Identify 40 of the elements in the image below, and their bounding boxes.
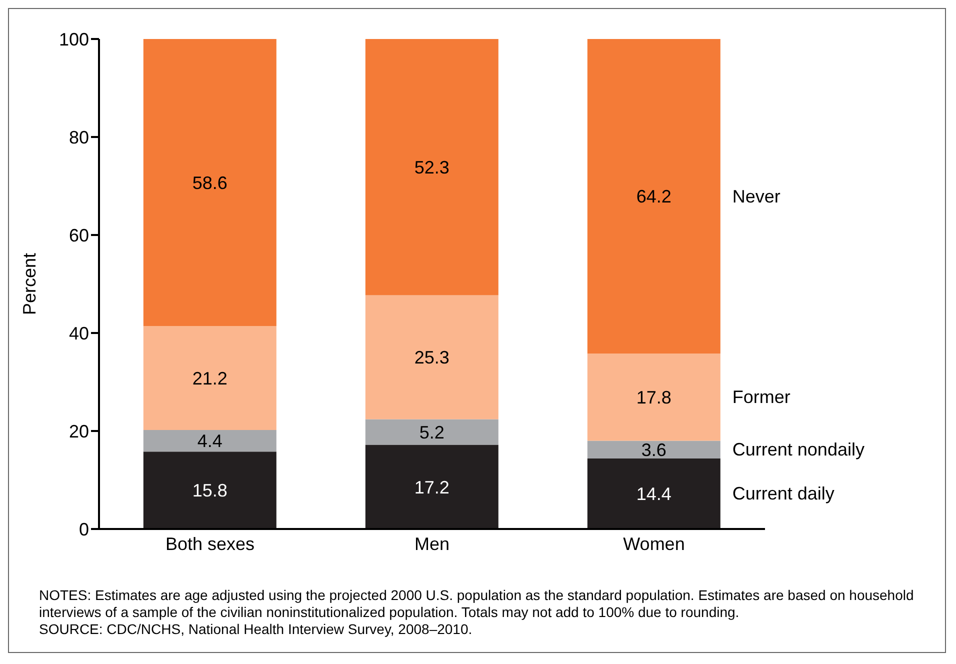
y-tick-label: 100	[58, 29, 89, 50]
data-label: 64.2	[636, 186, 672, 207]
data-label: 17.2	[414, 477, 450, 498]
bar	[365, 419, 498, 445]
data-label: 5.2	[419, 422, 444, 442]
y-tick-label: 80	[68, 127, 89, 148]
data-label: 58.6	[192, 172, 228, 193]
bar	[587, 354, 720, 441]
series-label: Current daily	[732, 484, 834, 504]
y-axis-title: Percent	[19, 252, 40, 316]
x-tick-label: Men	[414, 534, 450, 554]
bar	[143, 39, 276, 326]
bar	[587, 39, 720, 354]
y-tick-label: 20	[68, 421, 89, 442]
data-label: 17.8	[636, 388, 672, 408]
series-label: Current nondaily	[732, 440, 864, 460]
data-label: 15.8	[192, 480, 228, 501]
data-label: 21.2	[192, 368, 228, 388]
y-tick-label: 40	[68, 323, 89, 344]
source-note: SOURCE: CDC/NCHS, National Health Interview Survey, 2008–2010.	[39, 621, 474, 638]
text: NOTES: Estimates are age adjusted using the projected 2000 U.S. population as the standard population. Estimates are based on household interviews of a sample of the civilian noninstitutionalized population. Totals may not add to 100% due to rounding.	[39, 587, 915, 621]
series-label: Former	[732, 387, 790, 408]
y-tick-label: 60	[68, 225, 89, 246]
bar	[587, 440, 720, 458]
bar	[143, 452, 276, 529]
bar	[365, 444, 498, 529]
bar	[365, 295, 498, 420]
bar	[143, 326, 276, 430]
data-label: 3.6	[641, 440, 666, 460]
series-label: Never	[732, 186, 780, 206]
data-label: 14.4	[636, 484, 672, 504]
bar	[365, 39, 498, 296]
x-tick-label: Both sexes	[165, 534, 255, 554]
data-label: 52.3	[414, 158, 450, 178]
y-tick-label: 0	[78, 519, 89, 540]
data-label: 4.4	[197, 431, 222, 452]
bar	[587, 458, 720, 529]
bar	[143, 430, 276, 452]
x-tick-label: Women	[623, 534, 685, 554]
data-label: 25.3	[414, 348, 450, 368]
